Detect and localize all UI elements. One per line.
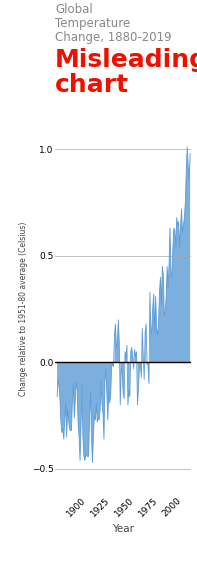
Y-axis label: Change relative to 1951-80 average (Celsius): Change relative to 1951-80 average (Cels… xyxy=(19,222,28,396)
X-axis label: Year: Year xyxy=(112,524,134,534)
Text: Temperature: Temperature xyxy=(55,17,130,30)
Text: Global: Global xyxy=(55,3,93,16)
Text: Change, 1880-2019: Change, 1880-2019 xyxy=(55,31,172,44)
Text: Misleading
chart: Misleading chart xyxy=(55,48,197,97)
